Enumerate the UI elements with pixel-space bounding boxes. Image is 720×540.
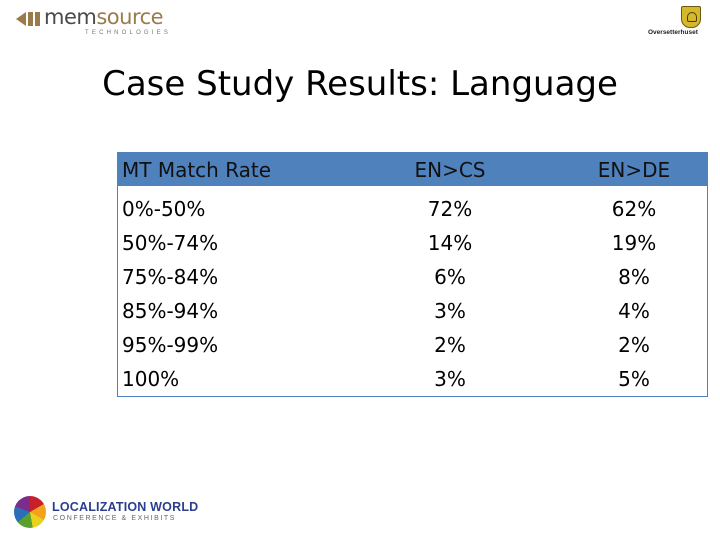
en-cs-cell: 14% <box>427 231 473 255</box>
results-table: MT Match Rate EN>CS EN>DE 0%-50% 72% 62%… <box>117 152 708 397</box>
en-cs-cell: 2% <box>434 333 466 357</box>
memsource-tagline: TECHNOLOGIES <box>85 30 172 36</box>
en-cs-cell: 3% <box>434 367 466 391</box>
memsource-arrow-icon <box>16 12 26 26</box>
memsource-bar-icon <box>35 12 40 26</box>
en-de-cell: 5% <box>618 367 650 391</box>
shield-icon <box>681 6 701 28</box>
en-de-cell: 2% <box>618 333 650 357</box>
en-de-cell: 8% <box>618 265 650 289</box>
en-cs-cell: 3% <box>434 299 466 323</box>
match-rate-cell: 75%-84% <box>122 265 219 289</box>
oversetterhuset-logo: Oversetterhuset <box>648 6 712 38</box>
match-rate-cell: 85%-94% <box>122 299 219 323</box>
match-rate-cell: 0%-50% <box>122 197 206 221</box>
en-de-cell: 19% <box>611 231 657 255</box>
table-row: 0%-50% 72% 62% <box>118 186 708 226</box>
oversetterhuset-wordmark: Oversetterhuset <box>648 29 698 36</box>
table-row: 95%-99% 2% 2% <box>118 328 708 362</box>
table-row: 100% 3% 5% <box>118 362 708 397</box>
slide-title: Case Study Results: Language <box>102 64 618 104</box>
match-rate-cell: 100% <box>122 367 180 391</box>
globe-icon <box>14 496 46 528</box>
table-row: 50%-74% 14% 19% <box>118 226 708 260</box>
table-header-row: MT Match Rate EN>CS EN>DE <box>117 152 708 186</box>
match-rate-cell: 95%-99% <box>122 333 219 357</box>
en-cs-cell: 6% <box>434 265 466 289</box>
table-row: 85%-94% 3% 4% <box>118 294 708 328</box>
column-header: EN>CS <box>339 152 561 186</box>
match-rate-cell: 50%-74% <box>122 231 219 255</box>
localization-world-tagline: CONFERENCE & EXHIBITS <box>53 515 177 522</box>
memsource-wordmark: memsource <box>44 5 164 29</box>
column-header: MT Match Rate <box>117 152 339 186</box>
en-cs-cell: 72% <box>427 197 473 221</box>
memsource-logo: memsource TECHNOLOGIES <box>16 5 168 38</box>
column-header: EN>DE <box>561 152 708 186</box>
localization-world-logo: LOCALIZATION WORLD CONFERENCE & EXHIBITS <box>14 494 198 530</box>
en-de-cell: 62% <box>611 197 657 221</box>
memsource-bar-icon <box>28 12 33 26</box>
table-row: 75%-84% 6% 8% <box>118 260 708 294</box>
en-de-cell: 4% <box>618 299 650 323</box>
localization-world-wordmark: LOCALIZATION WORLD <box>52 500 199 514</box>
